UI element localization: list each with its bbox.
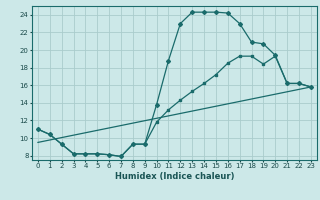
X-axis label: Humidex (Indice chaleur): Humidex (Indice chaleur) (115, 172, 234, 181)
